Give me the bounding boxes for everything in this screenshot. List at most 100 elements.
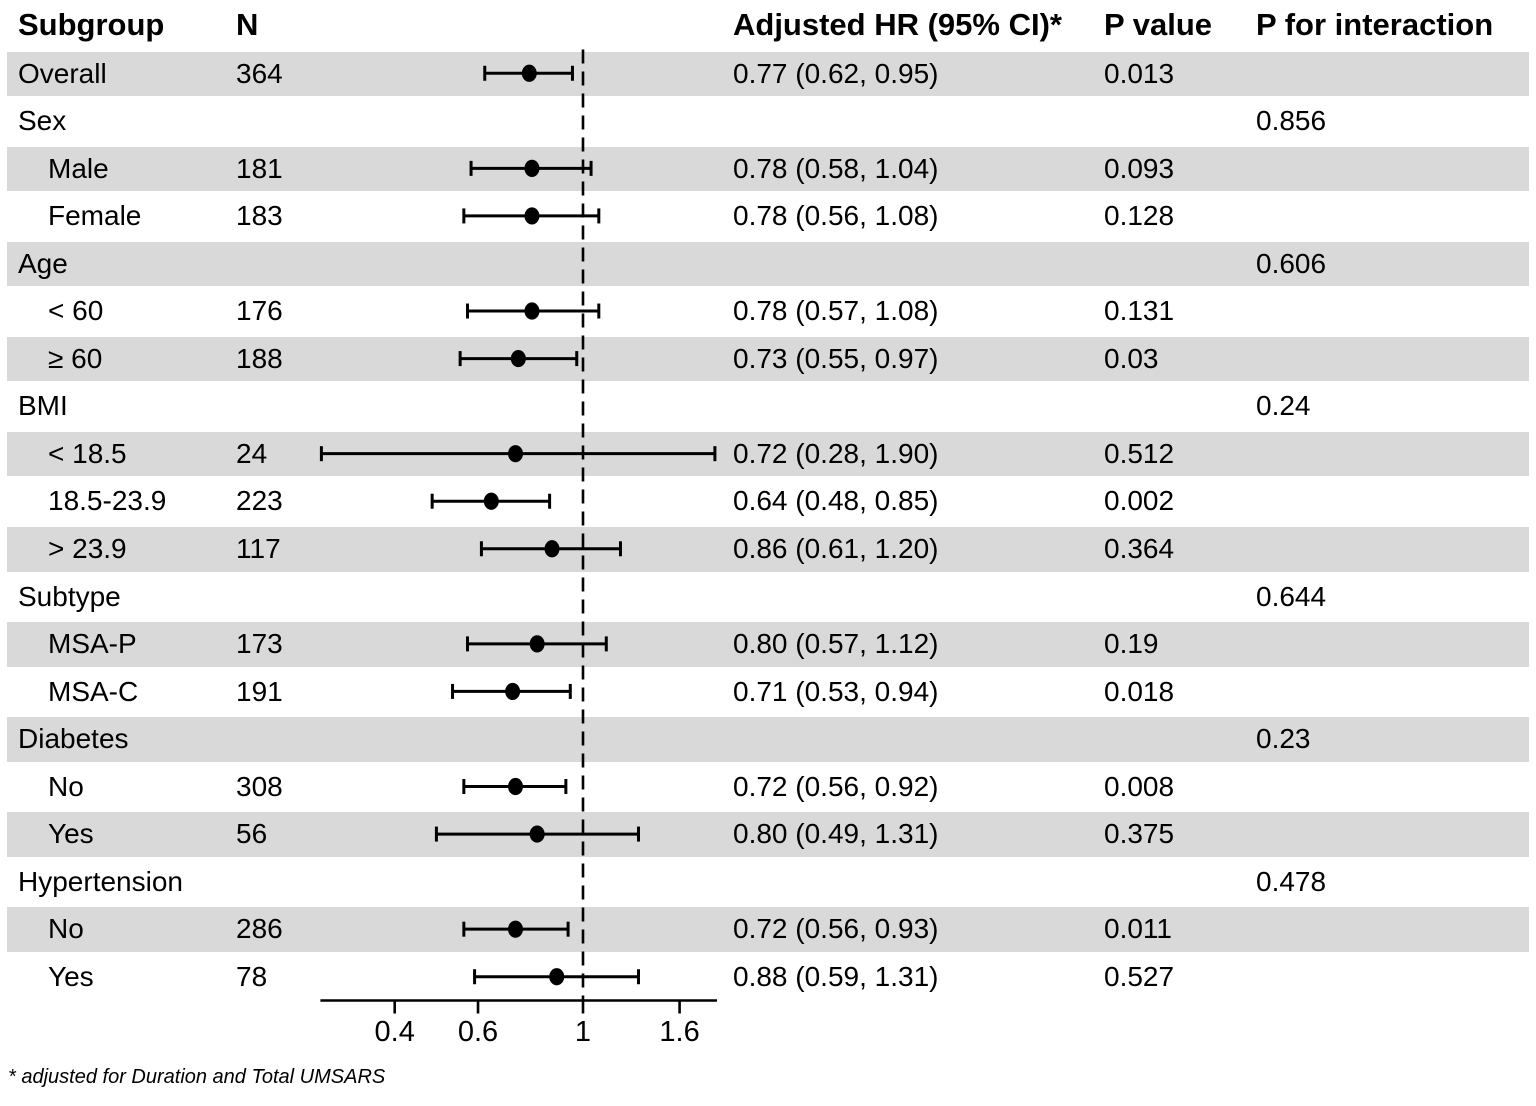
row-label: ≥ 60: [48, 342, 103, 374]
row-n: 188: [236, 342, 283, 374]
table-row: Yes 78 0.88 (0.59, 1.31) 0.527: [7, 952, 1529, 1001]
row-hr-ci: 0.71 (0.53, 0.94): [733, 675, 939, 707]
row-label: < 60: [48, 295, 104, 327]
row-n: 183: [236, 200, 283, 232]
row-p-value: 0.018: [1104, 675, 1175, 707]
row-p-value: 0.512: [1104, 437, 1175, 469]
row-p-value: 0.011: [1104, 913, 1172, 945]
row-n: 173: [236, 628, 283, 660]
row-label: No: [48, 913, 84, 945]
row-label: Diabetes: [18, 723, 129, 755]
row-p-value: 0.002: [1104, 485, 1175, 517]
row-label: Hypertension: [18, 865, 183, 897]
row-n: 308: [236, 770, 283, 802]
header-p-value: P value: [1104, 7, 1213, 42]
row-label: MSA-C: [48, 675, 139, 707]
row-n: 117: [236, 532, 281, 564]
row-label: > 23.9: [48, 532, 127, 564]
row-p-interaction: 0.24: [1256, 390, 1311, 422]
table-row: Male 181 0.78 (0.58, 1.04) 0.093: [7, 144, 1529, 193]
row-hr-ci: 0.72 (0.56, 0.92): [733, 770, 939, 802]
header-n: N: [236, 7, 259, 42]
row-p-value: 0.128: [1104, 200, 1175, 232]
footnote: * adjusted for Duration and Total UMSARS: [8, 1066, 386, 1088]
row-hr-ci: 0.78 (0.57, 1.08): [733, 295, 939, 327]
row-n: 191: [236, 675, 283, 707]
row-hr-ci: 0.72 (0.28, 1.90): [733, 437, 939, 469]
table-row: Hypertension 0.478: [7, 857, 1529, 906]
row-p-value: 0.527: [1104, 960, 1175, 992]
row-hr-ci: 0.78 (0.56, 1.08): [733, 200, 939, 232]
row-n: 286: [236, 913, 283, 945]
table-row: No 286 0.72 (0.56, 0.93) 0.011: [7, 905, 1529, 953]
row-n: 181: [236, 152, 283, 184]
row-label: No: [48, 770, 84, 802]
table-row: 18.5-23.9 223 0.64 (0.48, 0.85) 0.002: [7, 477, 1529, 525]
row-hr-ci: 0.72 (0.56, 0.93): [733, 913, 939, 945]
table-row: Diabetes 0.23: [7, 715, 1529, 763]
x-axis-tick-label: 0.6: [458, 1016, 498, 1048]
row-label: 18.5-23.9: [48, 485, 167, 517]
table-row: No 308 0.72 (0.56, 0.92) 0.008: [7, 762, 1529, 811]
table-row: Female 183 0.78 (0.56, 1.08) 0.128: [7, 192, 1529, 240]
table-row: MSA-C 191 0.71 (0.53, 0.94) 0.018: [7, 667, 1529, 716]
row-p-value: 0.375: [1104, 818, 1175, 850]
table-row: MSA-P 173 0.80 (0.57, 1.12) 0.19: [7, 620, 1529, 668]
table-row: Overall 364 0.77 (0.62, 0.95) 0.013: [7, 49, 1529, 98]
row-p-value: 0.19: [1104, 628, 1159, 660]
row-p-value: 0.131: [1104, 295, 1175, 327]
row-label: BMI: [18, 390, 68, 422]
table-row: ≥ 60 188 0.73 (0.55, 0.97) 0.03: [7, 334, 1529, 383]
header-p-interaction: P for interaction: [1256, 7, 1494, 42]
x-axis-tick-label: 0.4: [375, 1016, 415, 1048]
row-n: 364: [236, 57, 283, 89]
row-label: Subtype: [18, 580, 121, 612]
row-hr-ci: 0.80 (0.49, 1.31): [733, 818, 939, 850]
table-row: BMI 0.24: [7, 382, 1529, 430]
row-label: MSA-P: [48, 628, 137, 660]
row-label: Age: [18, 247, 68, 279]
row-hr-ci: 0.64 (0.48, 0.85): [733, 485, 939, 517]
row-p-interaction: 0.23: [1256, 723, 1311, 755]
header-adjusted-hr: Adjusted HR (95% CI)*: [733, 7, 1062, 42]
header-subgroup: Subgroup: [18, 7, 165, 42]
row-label: Male: [48, 152, 109, 184]
row-p-value: 0.03: [1104, 342, 1159, 374]
x-axis-tick-label: 1.6: [659, 1016, 699, 1048]
row-n: 56: [236, 818, 268, 850]
column-header-row: Subgroup N Adjusted HR (95% CI)* P value…: [0, 2, 1536, 48]
row-label: < 18.5: [48, 437, 127, 469]
row-label: Sex: [18, 105, 67, 137]
subgroup-table-body: Overall 364 0.77 (0.62, 0.95) 0.013 Sex …: [7, 49, 1529, 1001]
row-n: 78: [236, 960, 268, 992]
row-n: 223: [236, 485, 283, 517]
row-n: 176: [236, 295, 283, 327]
row-n: 24: [236, 437, 268, 469]
row-p-interaction: 0.478: [1256, 865, 1327, 897]
table-row: Subtype 0.644: [7, 572, 1529, 621]
row-hr-ci: 0.73 (0.55, 0.97): [733, 342, 939, 374]
table-row: < 18.5 24 0.72 (0.28, 1.90) 0.512: [7, 429, 1529, 478]
row-hr-ci: 0.80 (0.57, 1.12): [733, 628, 939, 660]
row-p-value: 0.013: [1104, 57, 1175, 89]
row-label: Female: [48, 200, 142, 232]
row-label: Yes: [48, 818, 94, 850]
row-hr-ci: 0.77 (0.62, 0.95): [733, 57, 939, 89]
table-row: < 60 176 0.78 (0.57, 1.08) 0.131: [7, 287, 1529, 335]
row-p-value: 0.008: [1104, 770, 1175, 802]
row-p-value: 0.093: [1104, 152, 1175, 184]
row-p-interaction: 0.644: [1256, 580, 1327, 612]
table-row: > 23.9 117 0.86 (0.61, 1.20) 0.364: [7, 524, 1529, 573]
row-hr-ci: 0.78 (0.58, 1.04): [733, 152, 939, 184]
row-p-interaction: 0.856: [1256, 105, 1327, 137]
row-hr-ci: 0.86 (0.61, 1.20): [733, 532, 939, 564]
table-row: Sex 0.856: [7, 97, 1529, 145]
row-p-interaction: 0.606: [1256, 247, 1327, 279]
row-label: Overall: [18, 57, 107, 89]
table-row: Age 0.606: [7, 239, 1529, 288]
row-hr-ci: 0.88 (0.59, 1.31): [733, 960, 939, 992]
row-label: Yes: [48, 960, 94, 992]
row-p-value: 0.364: [1104, 532, 1175, 564]
x-axis-tick-label: 1: [575, 1016, 591, 1048]
